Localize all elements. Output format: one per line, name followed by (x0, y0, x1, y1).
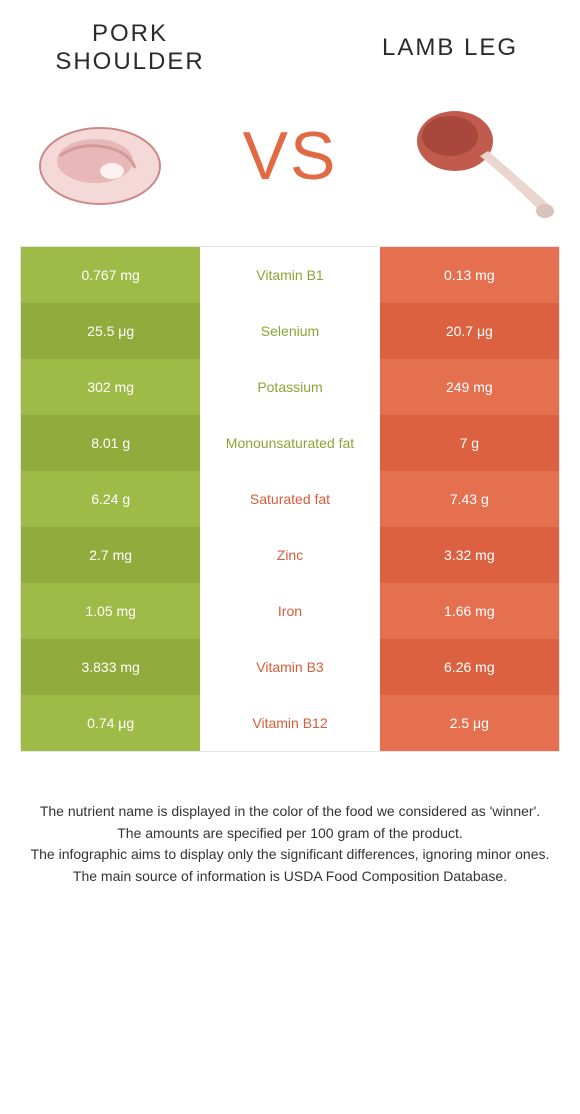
left-value: 1.05 mg (21, 583, 200, 639)
footer-line-4: The main source of information is USDA F… (20, 867, 560, 887)
nutrient-row: 1.05 mgIron1.66 mg (21, 583, 559, 639)
left-value: 6.24 g (21, 471, 200, 527)
nutrient-row: 3.833 mgVitamin B36.26 mg (21, 639, 559, 695)
right-value: 249 mg (380, 359, 559, 415)
nutrient-row: 2.7 mgZinc3.32 mg (21, 527, 559, 583)
footer-line-2: The amounts are specified per 100 gram o… (20, 824, 560, 844)
nutrient-label: Saturated fat (200, 471, 379, 527)
nutrient-label: Potassium (200, 359, 379, 415)
footer-line-3: The infographic aims to display only the… (20, 845, 560, 865)
nutrient-row: 6.24 gSaturated fat7.43 g (21, 471, 559, 527)
nutrient-label: Zinc (200, 527, 379, 583)
nutrient-row: 302 mgPotassium249 mg (21, 359, 559, 415)
right-value: 6.26 mg (380, 639, 559, 695)
right-food-title: Lamb leg (350, 34, 550, 62)
comparison-infographic: Pork shoulder Lamb leg VS 0.767 mgVitami… (0, 0, 580, 886)
footer-line-1: The nutrient name is displayed in the co… (20, 802, 560, 822)
left-food-title: Pork shoulder (30, 20, 230, 76)
left-value: 0.74 μg (21, 695, 200, 751)
right-value: 7 g (380, 415, 559, 471)
right-value: 3.32 mg (380, 527, 559, 583)
vs-label: VS (243, 117, 338, 195)
lamb-leg-image (400, 86, 560, 226)
left-value: 302 mg (21, 359, 200, 415)
right-value: 2.5 μg (380, 695, 559, 751)
nutrient-table: 0.767 mgVitamin B10.13 mg25.5 μgSelenium… (20, 246, 560, 752)
right-value: 7.43 g (380, 471, 559, 527)
nutrient-label: Monounsaturated fat (200, 415, 379, 471)
left-value: 2.7 mg (21, 527, 200, 583)
right-value: 20.7 μg (380, 303, 559, 359)
footer-notes: The nutrient name is displayed in the co… (0, 752, 580, 886)
nutrient-label: Vitamin B12 (200, 695, 379, 751)
nutrient-label: Vitamin B1 (200, 247, 379, 303)
right-value: 1.66 mg (380, 583, 559, 639)
right-value: 0.13 mg (380, 247, 559, 303)
nutrient-row: 0.74 μgVitamin B122.5 μg (21, 695, 559, 751)
nutrient-row: 8.01 gMonounsaturated fat7 g (21, 415, 559, 471)
pork-shoulder-image (20, 86, 180, 226)
nutrient-label: Selenium (200, 303, 379, 359)
nutrient-label: Vitamin B3 (200, 639, 379, 695)
nutrient-row: 25.5 μgSelenium20.7 μg (21, 303, 559, 359)
left-value: 0.767 mg (21, 247, 200, 303)
image-vs-row: VS (0, 76, 580, 246)
titles-row: Pork shoulder Lamb leg (0, 0, 580, 76)
left-value: 8.01 g (21, 415, 200, 471)
nutrient-label: Iron (200, 583, 379, 639)
left-value: 25.5 μg (21, 303, 200, 359)
left-value: 3.833 mg (21, 639, 200, 695)
nutrient-row: 0.767 mgVitamin B10.13 mg (21, 247, 559, 303)
